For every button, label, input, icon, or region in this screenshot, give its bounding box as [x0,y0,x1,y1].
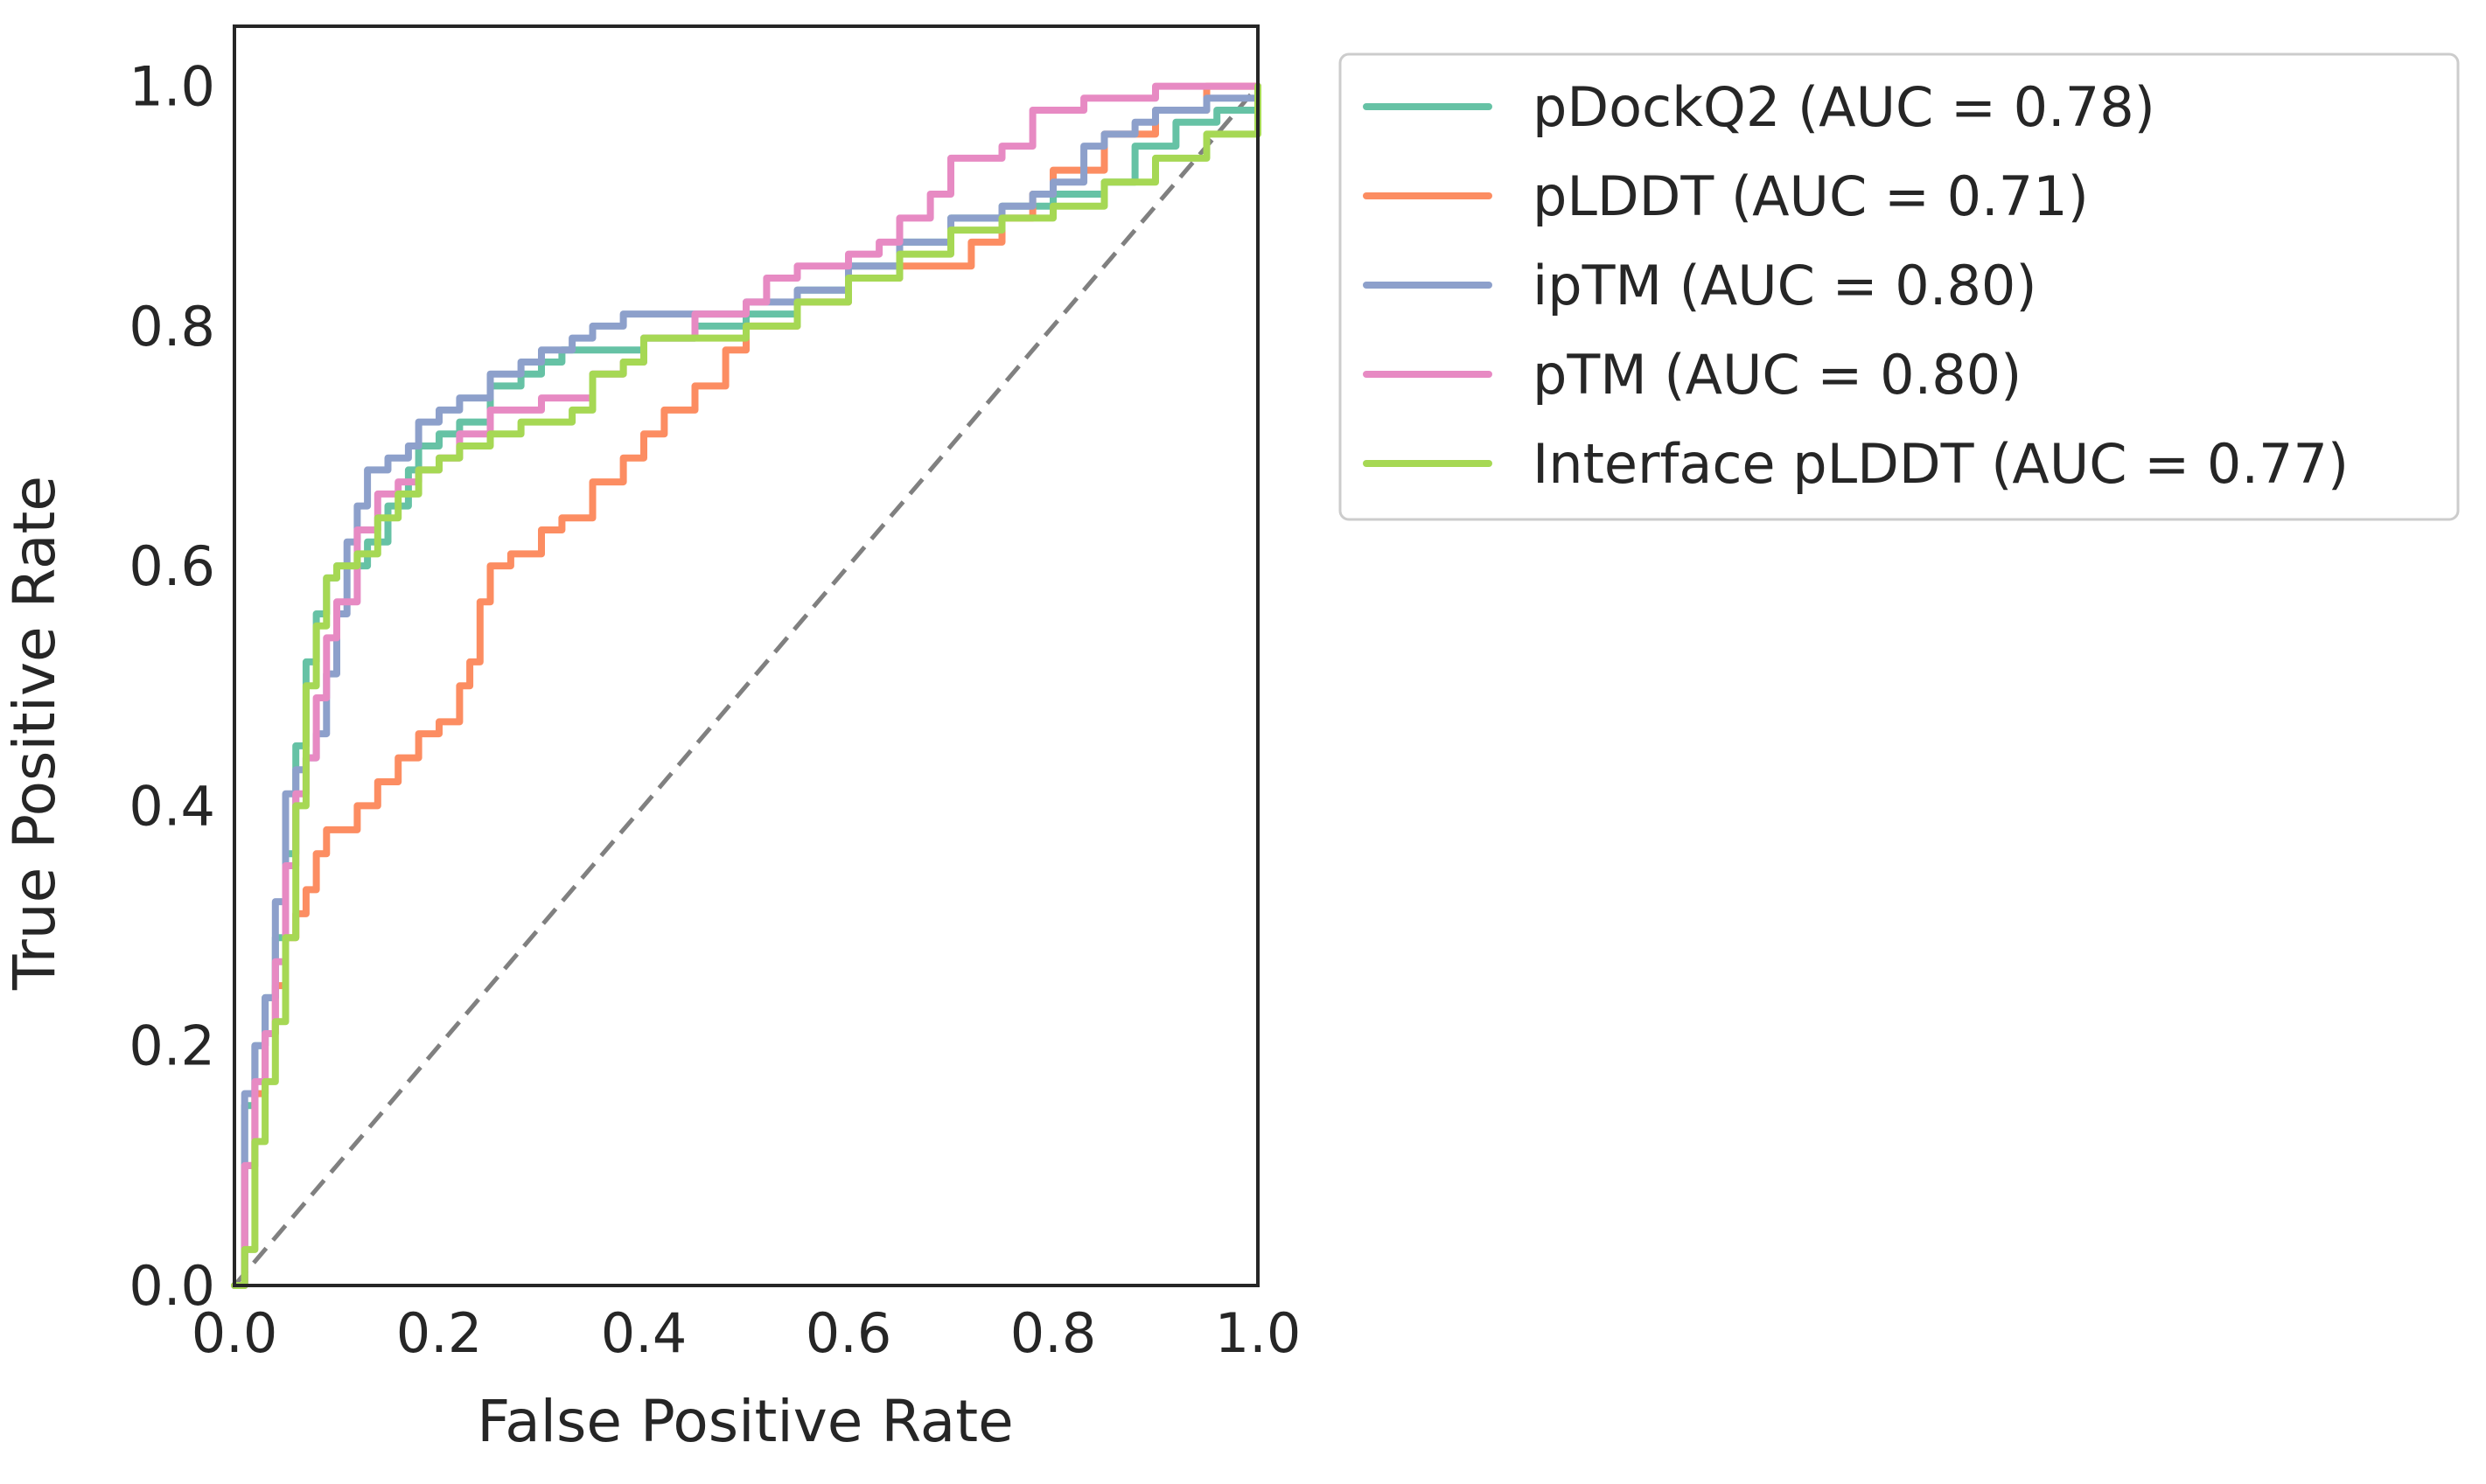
legend-label-0: pDockQ2 (AUC = 0.78) [1533,75,2155,139]
roc-series-line-3 [231,82,1261,1289]
y-axis-ticks: 0.0 0.2 0.4 0.6 0.8 1.0 [129,55,215,1318]
legend-label-1: pLDDT (AUC = 0.71) [1533,164,2089,228]
x-tick-label: 0.4 [601,1301,688,1365]
x-tick-label: 0.8 [1010,1301,1097,1365]
chance-diagonal-line [233,84,1260,1287]
x-axis-ticks: 0.0 0.2 0.4 0.6 0.8 1.0 [192,1301,1302,1365]
x-tick-label: 0.0 [192,1301,278,1365]
roc-series-line-1 [231,82,1261,1289]
legend: pDockQ2 (AUC = 0.78) pLDDT (AUC = 0.71) ip… [1338,52,2460,521]
legend-label-2: ipTM (AUC = 0.80) [1533,254,2037,317]
y-tick-label: 0.8 [129,295,215,359]
x-tick-label: 0.2 [396,1301,483,1365]
legend-label-3: pTM (AUC = 0.80) [1533,343,2022,407]
plot-frame [233,24,1260,1287]
y-tick-label: 0.2 [129,1014,215,1078]
y-tick-label: 0.4 [129,774,215,838]
y-axis-label: True Positive Rate [1,476,68,991]
legend-label-4: Interface pLDDT (AUC = 0.77) [1533,432,2349,496]
x-tick-label: 0.6 [806,1301,892,1365]
legend-box [1338,52,2460,521]
x-axis-label: False Positive Rate [477,1388,1013,1455]
roc-series-line-4 [231,82,1261,1289]
y-tick-label: 1.0 [129,55,215,119]
plot-area [231,24,1261,1289]
y-tick-label: 0.6 [129,534,215,598]
x-tick-label: 1.0 [1215,1301,1302,1365]
y-tick-label: 0.0 [129,1254,215,1318]
